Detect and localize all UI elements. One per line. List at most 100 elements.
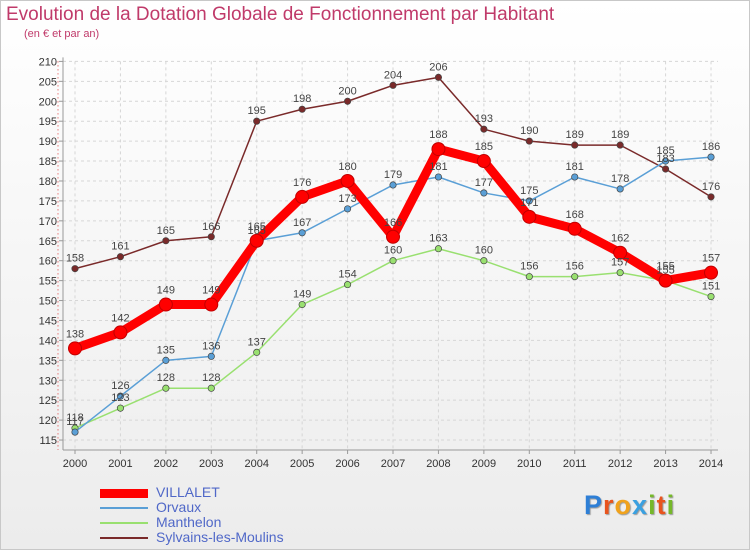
- y-tick-label: 175: [39, 196, 57, 208]
- logo-letter: r: [603, 490, 615, 520]
- y-tick-label: 120: [39, 415, 57, 427]
- data-label-manthelon: 156: [520, 261, 538, 273]
- axes: [57, 57, 718, 454]
- data-point-orvaux: [707, 153, 715, 161]
- data-label-villalet: 166: [384, 217, 402, 229]
- data-point-orvaux: [434, 173, 442, 181]
- data-label-villalet: 142: [111, 312, 129, 324]
- data-point-sylvains-les-moulins: [389, 81, 397, 89]
- data-point-villalet: [340, 173, 355, 188]
- data-label-manthelon: 155: [656, 265, 674, 277]
- data-point-manthelon: [207, 384, 215, 392]
- data-point-sylvains-les-moulins: [344, 97, 352, 105]
- y-tick-label: 170: [39, 216, 57, 228]
- data-point-sylvains-les-moulins: [162, 237, 170, 245]
- data-point-villalet: [68, 341, 82, 356]
- data-point-manthelon: [253, 348, 261, 356]
- data-label-villalet: 171: [520, 197, 538, 209]
- data-label-orvaux: 186: [702, 141, 720, 153]
- data-label-villalet: 188: [429, 129, 447, 141]
- data-point-villalet: [431, 142, 446, 157]
- data-label-orvaux: 185: [656, 145, 674, 157]
- logo-letter: P: [584, 490, 604, 520]
- data-point-sylvains-les-moulins: [71, 265, 79, 273]
- logo-letter: i: [648, 490, 657, 520]
- data-point-sylvains-les-moulins: [662, 165, 670, 173]
- legend-label-villalet: VILLALET: [156, 484, 220, 500]
- x-tick-label: 2006: [335, 458, 359, 470]
- x-tick-label: 2008: [426, 458, 450, 470]
- y-tick-label: 200: [39, 96, 57, 108]
- data-point-orvaux: [389, 181, 397, 189]
- legend-swatch-villalet: [100, 489, 148, 498]
- data-point-manthelon: [525, 273, 533, 281]
- chart-subtitle: (en € et par an): [24, 28, 100, 40]
- data-point-manthelon: [707, 293, 715, 301]
- x-tick-label: 2004: [244, 458, 268, 470]
- data-label-orvaux: 136: [202, 340, 220, 352]
- logo-letter: i: [666, 490, 676, 520]
- data-label-sylvains-les-moulins: 190: [520, 125, 538, 137]
- data-point-manthelon: [116, 404, 124, 412]
- logo-letter: o: [614, 490, 633, 520]
- data-point-sylvains-les-moulins: [253, 117, 261, 125]
- data-point-sylvains-les-moulins: [707, 193, 715, 201]
- x-tick-label: 2011: [563, 458, 587, 470]
- x-tick-label: 2005: [290, 458, 314, 470]
- data-point-manthelon: [389, 257, 397, 265]
- data-label-orvaux: 126: [111, 380, 129, 392]
- data-point-sylvains-les-moulins: [480, 125, 488, 133]
- y-tick-label: 205: [39, 76, 57, 88]
- data-point-orvaux: [480, 189, 488, 197]
- data-point-villalet: [158, 297, 173, 312]
- data-label-manthelon: 160: [475, 245, 493, 257]
- y-tick-label: 180: [39, 176, 57, 188]
- data-point-sylvains-les-moulins: [434, 73, 442, 81]
- data-label-orvaux: 181: [566, 161, 584, 173]
- data-label-villalet: 155: [656, 261, 674, 273]
- data-label-manthelon: 156: [566, 261, 584, 273]
- data-label-villalet: 165: [248, 221, 266, 233]
- y-tick-label: 140: [39, 335, 57, 347]
- data-point-villalet: [249, 233, 264, 248]
- data-point-manthelon: [480, 257, 488, 265]
- data-label-sylvains-les-moulins: 206: [429, 61, 447, 73]
- data-point-orvaux: [116, 392, 124, 400]
- series-layer: [68, 73, 719, 436]
- data-label-manthelon: 160: [384, 245, 402, 257]
- data-point-villalet: [386, 229, 401, 244]
- series-villalet: [68, 142, 719, 356]
- data-label-sylvains-les-moulins: 166: [202, 221, 220, 233]
- y-tick-label: 190: [39, 136, 57, 148]
- y-tick-label: 195: [39, 116, 57, 128]
- data-label-orvaux: 167: [293, 217, 311, 229]
- data-label-sylvains-les-moulins: 158: [66, 253, 84, 265]
- proxiti-logo: Proxiti: [584, 490, 675, 521]
- data-label-orvaux: 173: [338, 193, 356, 205]
- y-tick-label: 115: [39, 435, 57, 447]
- data-label-villalet: 138: [66, 328, 84, 340]
- y-tick-label: 145: [39, 315, 57, 327]
- data-label-sylvains-les-moulins: 189: [611, 129, 629, 141]
- data-point-orvaux: [71, 428, 79, 436]
- data-label-manthelon: 151: [702, 281, 720, 293]
- x-tick-label: 2013: [653, 458, 677, 470]
- data-point-orvaux: [298, 229, 306, 237]
- logo-letter: x: [632, 490, 649, 520]
- data-point-sylvains-les-moulins: [207, 233, 215, 241]
- x-tick-label: 2009: [472, 458, 496, 470]
- data-point-manthelon: [434, 245, 442, 253]
- x-tick-label: 2012: [608, 458, 632, 470]
- data-label-villalet: 168: [566, 209, 584, 221]
- y-tick-label: 125: [39, 395, 57, 407]
- y-tick-label: 130: [39, 375, 57, 387]
- y-axis-ticks: 115 120 125 130 135 140 145 150 155 160 165 170 175 1…: [39, 56, 57, 447]
- data-label-villalet: 149: [157, 285, 175, 297]
- y-tick-label: 160: [39, 256, 57, 268]
- data-label-sylvains-les-moulins: 176: [702, 181, 720, 193]
- data-label-orvaux: 135: [157, 344, 175, 356]
- y-tick-label: 155: [39, 276, 57, 288]
- chart-title: Evolution de la Dotation Globale de Fonc…: [6, 4, 555, 25]
- data-label-sylvains-les-moulins: 165: [157, 225, 175, 237]
